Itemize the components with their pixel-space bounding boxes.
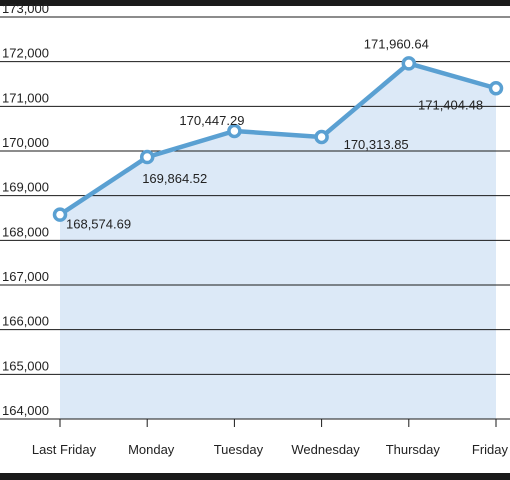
data-point bbox=[139, 149, 155, 165]
data-label: 168,574.69 bbox=[66, 217, 131, 232]
data-point bbox=[314, 129, 329, 145]
y-tick-label: 168,000 bbox=[2, 224, 49, 239]
data-point bbox=[488, 81, 504, 96]
x-tick-label: Thursday bbox=[386, 442, 441, 457]
y-tick-label: 165,000 bbox=[2, 358, 49, 373]
data-label: 170,313.85 bbox=[344, 137, 409, 152]
x-tick-label: Friday bbox=[472, 442, 509, 457]
x-tick-label: Monday bbox=[128, 442, 175, 457]
y-tick-label: 169,000 bbox=[2, 180, 49, 195]
area-layer bbox=[60, 63, 496, 420]
y-tick-label: 171,000 bbox=[2, 90, 49, 105]
data-point bbox=[227, 123, 242, 139]
y-tick-label: 166,000 bbox=[2, 314, 49, 329]
line-layer bbox=[57, 61, 499, 217]
data-point bbox=[401, 56, 417, 71]
data-label: 171,404.48 bbox=[418, 97, 483, 112]
area-fill bbox=[60, 63, 496, 420]
x-tick-label: Wednesday bbox=[291, 442, 360, 457]
data-label: 170,447.29 bbox=[179, 113, 244, 128]
data-label: 171,960.64 bbox=[364, 36, 429, 51]
x-tick-label: Last Friday bbox=[32, 442, 97, 457]
point-layer bbox=[52, 56, 504, 222]
y-tick-label: 172,000 bbox=[2, 46, 49, 61]
series-line bbox=[57, 61, 499, 217]
data-point bbox=[52, 207, 68, 222]
x-tick-label: Tuesday bbox=[214, 442, 264, 457]
bottom-frame-bar bbox=[0, 473, 510, 480]
y-tick-label: 164,000 bbox=[2, 403, 49, 418]
y-tick-label: 167,000 bbox=[2, 269, 49, 284]
y-tick-label: 173,000 bbox=[2, 1, 49, 16]
y-axis-ticks: 164,000 165,000 166,000 167,000 168,000 169,0… bbox=[2, 1, 49, 418]
data-label: 169,864.52 bbox=[142, 171, 207, 186]
top-frame-bar bbox=[0, 0, 510, 6]
x-axis-ticks: Last Friday Monday Tuesday Wednesday Thursda… bbox=[32, 419, 509, 457]
data-label-layer: 168,574.69 169,864.52 170,447.29 170,313.85… bbox=[66, 36, 483, 231]
y-tick-label: 170,000 bbox=[2, 135, 49, 150]
